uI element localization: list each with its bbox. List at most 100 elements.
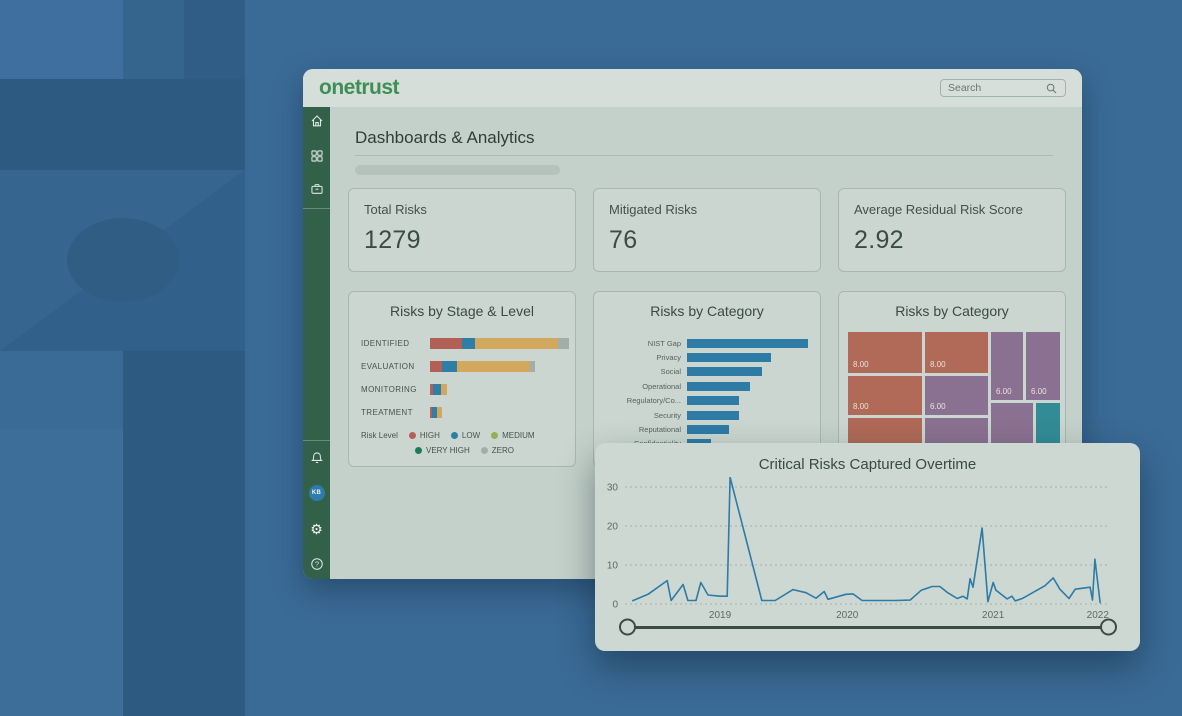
- chart-card-risks-by-stage: Risks by Stage & Level IDENTIFIED EVALUAT…: [348, 291, 576, 467]
- chart-title: Risks by Category: [650, 303, 764, 319]
- bar-segment-medium[interactable]: [441, 384, 447, 395]
- sidebar-divider: [303, 208, 330, 209]
- notifications-button[interactable]: [309, 451, 324, 466]
- kpi-label: Average Residual Risk Score: [854, 202, 1023, 217]
- treemap-tile[interactable]: 6.00: [1026, 332, 1060, 400]
- bar-segment-low[interactable]: [462, 338, 475, 349]
- bar-segment-zero[interactable]: [530, 361, 535, 372]
- sidebar-item-home[interactable]: [309, 113, 325, 129]
- bar-segment-medium[interactable]: [457, 361, 530, 372]
- app-header: onetrust Search: [303, 69, 1082, 107]
- stacked-bar-row: TREATMENT: [361, 401, 569, 424]
- bar-segment-low[interactable]: [432, 407, 437, 418]
- stacked-bar[interactable]: [430, 338, 569, 349]
- legend-label: VERY HIGH: [426, 446, 470, 455]
- stacked-bar[interactable]: [430, 361, 535, 372]
- svg-text:?: ?: [314, 560, 318, 569]
- stage-label: TREATMENT: [361, 408, 413, 417]
- category-label: NIST Gap: [647, 338, 681, 348]
- slider-handle-left[interactable]: [619, 618, 636, 636]
- kpi-label: Mitigated Risks: [609, 202, 698, 217]
- y-tick-label: 20: [607, 522, 619, 533]
- category-label: Regulatory/Co...: [626, 396, 681, 406]
- time-range-slider: [595, 610, 1140, 644]
- category-bar[interactable]: [687, 367, 762, 377]
- grid-icon: [310, 150, 323, 162]
- category-bar-row: Privacy: [594, 350, 820, 364]
- search-placeholder: Search: [948, 82, 982, 94]
- page-title: Dashboards & Analytics: [355, 128, 535, 147]
- treemap-tile[interactable]: 6.00: [925, 376, 988, 415]
- category-label: Reputational: [638, 425, 681, 435]
- bell-icon: [310, 452, 323, 464]
- chart-title: Risks by Category: [895, 303, 1009, 319]
- category-label: Security: [653, 410, 681, 420]
- legend-label: LOW: [461, 431, 481, 440]
- chart-card-risks-by-category-bars: Risks by Category NIST Gap Privacy Social O…: [593, 291, 821, 467]
- sidebar-divider: [303, 440, 330, 441]
- slider-track[interactable]: [628, 625, 1109, 629]
- bg-shape-rect: [123, 351, 245, 716]
- stacked-bar[interactable]: [430, 407, 442, 418]
- kpi-value: 2.92: [854, 226, 904, 254]
- help-icon: ?: [310, 558, 323, 570]
- bar-segment-low[interactable]: [442, 361, 457, 372]
- category-bar-row: NIST Gap: [594, 336, 820, 350]
- chart-title: Risks by Stage & Level: [390, 303, 534, 319]
- sidebar-item-dashboards[interactable]: [309, 149, 324, 164]
- settings-button[interactable]: ⚙: [310, 522, 323, 536]
- search-input[interactable]: Search: [940, 79, 1066, 97]
- bg-shape-rect: [184, 0, 245, 79]
- bg-shape-ellipse: [67, 218, 179, 302]
- category-bar-row: Regulatory/Co...: [594, 394, 820, 408]
- onetrust-logo: onetrust: [319, 76, 400, 99]
- bar-segment-high[interactable]: [430, 407, 432, 418]
- stacked-bar-chart: IDENTIFIED EVALUATION MONITORING TREATMENT: [361, 332, 569, 424]
- y-tick-label: 30: [607, 483, 619, 494]
- category-label: Social: [660, 367, 681, 377]
- chart-row: Risks by Stage & Level IDENTIFIED EVALUAT…: [348, 291, 1066, 467]
- bg-shape-rect: [123, 0, 184, 79]
- stacked-bar-row: MONITORING: [361, 378, 569, 401]
- sidebar-item-projects[interactable]: [309, 182, 324, 197]
- loading-placeholder-bar: [355, 165, 560, 175]
- slider-handle-right[interactable]: [1100, 618, 1117, 636]
- stacked-bar[interactable]: [430, 384, 447, 395]
- legend-title: Risk Level: [361, 431, 398, 440]
- treemap-tile[interactable]: 6.00: [991, 332, 1023, 400]
- category-bar-chart: NIST Gap Privacy Social Operational Regulato…: [594, 336, 820, 451]
- bg-shape-rect: [0, 79, 245, 170]
- bar-segment-high[interactable]: [430, 361, 442, 372]
- treemap-chart: 8.00 8.00 6.00 6.00 8.00 6.00: [848, 332, 1060, 461]
- treemap-tile-value: 8.00: [853, 402, 869, 411]
- category-bar[interactable]: [687, 396, 739, 406]
- title-divider: [355, 155, 1053, 156]
- treemap-tile[interactable]: 8.00: [848, 376, 922, 415]
- category-bar-row: Operational: [594, 379, 820, 393]
- treemap-tile[interactable]: 8.00: [925, 332, 988, 373]
- category-bar[interactable]: [687, 353, 771, 363]
- category-bar[interactable]: [687, 410, 739, 420]
- treemap-tile[interactable]: 8.00: [848, 332, 922, 373]
- critical-risks-panel: Critical Risks Captured Overtime 0 10 20 30…: [595, 443, 1140, 651]
- bar-segment-high[interactable]: [430, 338, 462, 349]
- category-bar[interactable]: [687, 338, 808, 348]
- bar-segment-high[interactable]: [430, 384, 433, 395]
- category-bar[interactable]: [687, 425, 729, 435]
- bar-segment-low[interactable]: [433, 384, 441, 395]
- bar-segment-medium[interactable]: [437, 407, 442, 418]
- chart-legend: Risk Level HIGH LOW MEDIUM VERY HIGH ZERO: [361, 428, 535, 458]
- bar-segment-medium[interactable]: [475, 338, 558, 349]
- user-avatar[interactable]: KB: [308, 485, 325, 501]
- x-tick-label: 2020: [836, 610, 859, 621]
- bar-segment-zero[interactable]: [558, 338, 569, 349]
- treemap-tile-value: 6.00: [1031, 387, 1047, 396]
- line-chart: 0 10 20 30 2019 2020 2021 2022: [607, 477, 1109, 621]
- gear-icon: ⚙: [310, 521, 323, 537]
- kpi-row: Total Risks 1279 Mitigated Risks 76 Aver…: [348, 188, 1066, 272]
- help-button[interactable]: ?: [309, 557, 324, 572]
- category-bar[interactable]: [687, 381, 750, 391]
- avatar-initials: KB: [308, 485, 325, 501]
- chart-card-risks-by-category-treemap: Risks by Category 8.00 8.00 6.00 6.00 8.00 6.…: [838, 291, 1066, 467]
- legend-dot: [408, 432, 416, 439]
